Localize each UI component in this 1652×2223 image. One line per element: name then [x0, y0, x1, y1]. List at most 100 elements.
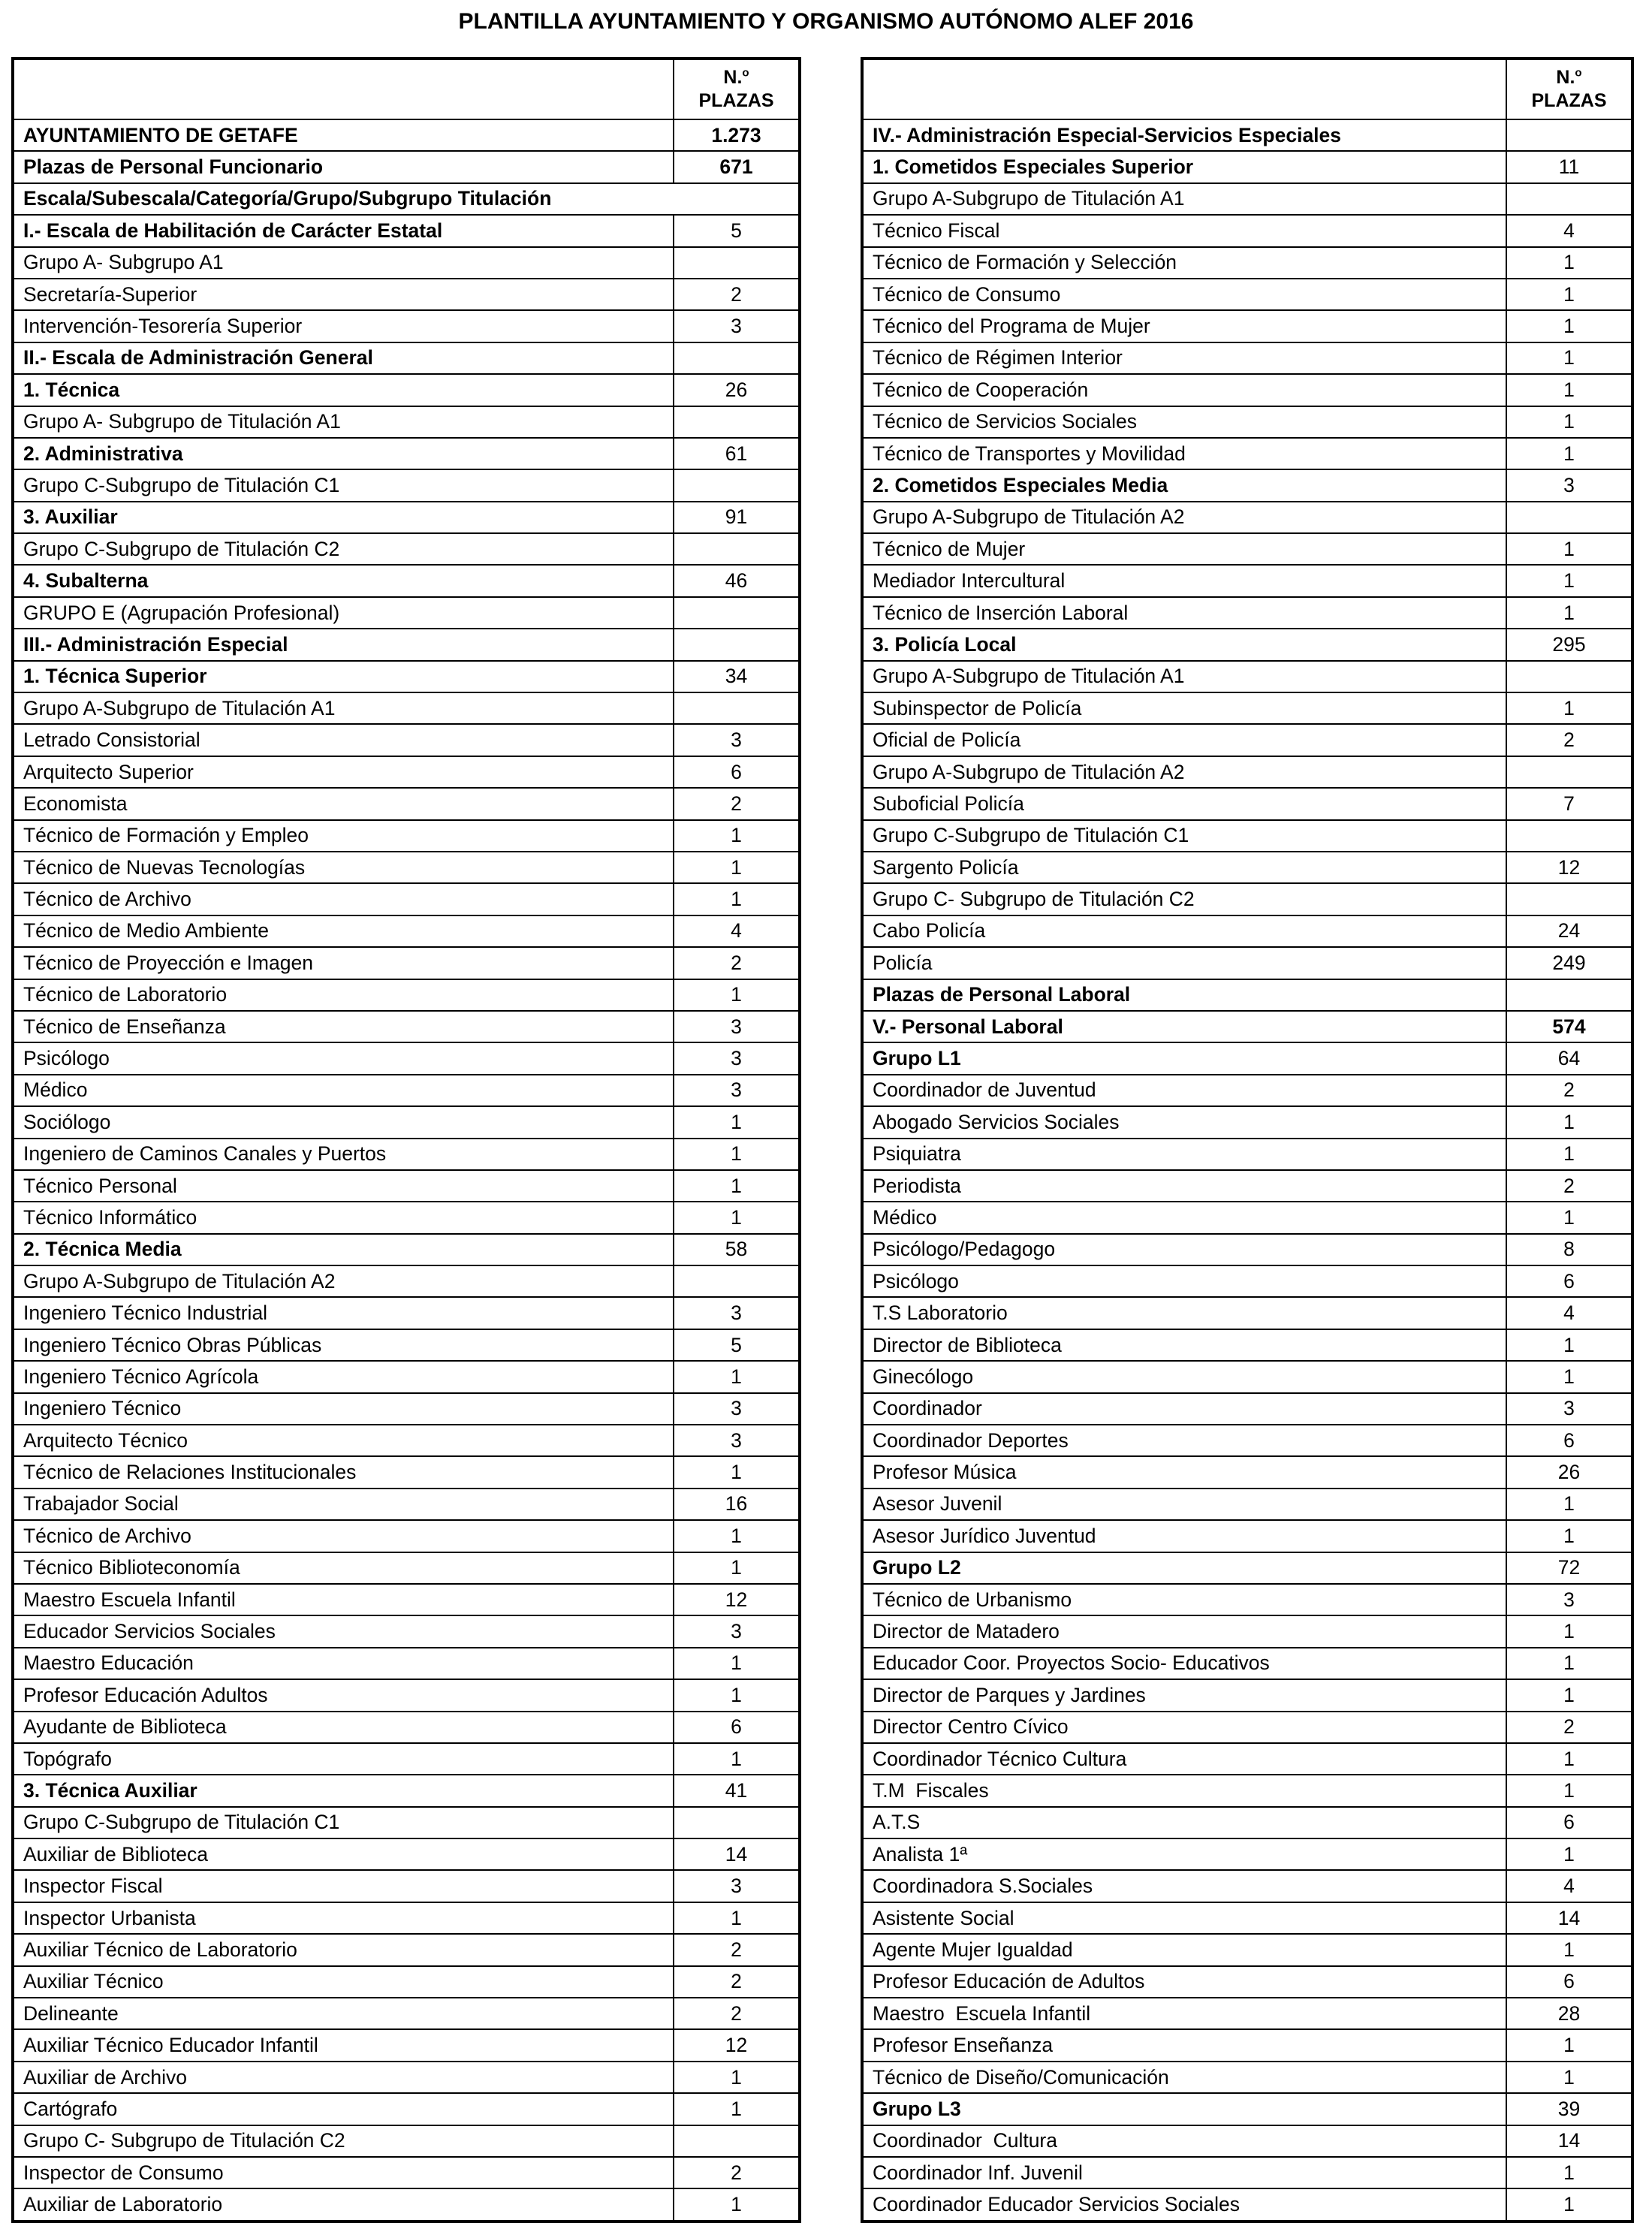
- table-row: IV.- Administración Especial-Servicios E…: [861, 118, 1633, 152]
- row-value: [673, 405, 800, 439]
- table-row: Técnico de Servicios Sociales 1: [861, 405, 1633, 439]
- row-value: 1: [1506, 1615, 1633, 1648]
- row-label: IV.- Administración Especial-Servicios E…: [861, 118, 1507, 152]
- table-row: AYUNTAMIENTO DE GETAFE 1.273: [12, 118, 800, 152]
- plazas-label: PLAZAS: [698, 90, 774, 111]
- table-row: Técnico de Proyección e Imagen 2: [12, 946, 800, 980]
- row-label: Asesor Juvenil: [861, 1487, 1507, 1522]
- row-value: [1506, 882, 1633, 916]
- table-row: Ingeniero de Caminos Canales y Puertos 1: [12, 1137, 800, 1171]
- row-label: Técnico del Programa de Mujer: [861, 309, 1507, 343]
- row-label: Médico: [861, 1201, 1507, 1235]
- row-label: Arquitecto Técnico: [12, 1424, 674, 1458]
- row-label: Director de Matadero: [861, 1615, 1507, 1648]
- row-value: 12: [673, 2028, 800, 2062]
- row-value: [673, 469, 800, 502]
- row-label: Técnico Biblioteconomía: [12, 1551, 674, 1585]
- row-label: Coordinador Inf. Juvenil: [861, 2155, 1507, 2190]
- row-label: Psicólogo: [12, 1042, 674, 1075]
- table-row: Sargento Policía 12: [861, 850, 1633, 885]
- row-value: 1: [1506, 436, 1633, 471]
- row-value: 7: [1506, 787, 1633, 821]
- table-row: Ingeniero Técnico 3: [12, 1392, 800, 1426]
- row-value: 2: [673, 1965, 800, 1999]
- header-plazas-cell: N.o PLAZAS: [673, 58, 800, 120]
- table-row: Sociólogo 1: [12, 1105, 800, 1139]
- row-value: [1506, 500, 1633, 535]
- row-label: Trabajador Social: [12, 1487, 674, 1522]
- row-label: Grupo A-Subgrupo de Titulación A1: [861, 182, 1507, 216]
- table-row: Asesor Jurídico Juventud 1: [861, 1519, 1633, 1553]
- row-label: Psicólogo: [861, 1265, 1507, 1299]
- row-value: 26: [1506, 1455, 1633, 1489]
- table-row: Coordinador Técnico Cultura 1: [861, 1742, 1633, 1776]
- row-label: Secretaría-Superior: [12, 277, 674, 312]
- plazas-ordinal-sup: o: [1575, 66, 1582, 80]
- table-row: Psicólogo 6: [861, 1265, 1633, 1299]
- row-value: 1: [1506, 1933, 1633, 1967]
- plazas-no-label: N.: [723, 66, 743, 88]
- row-value: 12: [1506, 850, 1633, 885]
- row-value: 1: [1506, 1487, 1633, 1522]
- row-value: 39: [1506, 2092, 1633, 2126]
- row-label: Economista: [12, 787, 674, 821]
- row-value: 3: [673, 1424, 800, 1458]
- row-label: Arquitecto Superior: [12, 755, 674, 789]
- row-value: [1506, 182, 1633, 216]
- row-value: 28: [1506, 1997, 1633, 2031]
- row-value: 1: [1506, 2028, 1633, 2062]
- table-row: Técnico de Enseñanza 3: [12, 1009, 800, 1044]
- row-value: 249: [1506, 946, 1633, 980]
- row-label: Analista 1ª: [861, 1838, 1507, 1872]
- row-label: Auxiliar Técnico de Laboratorio: [12, 1933, 674, 1967]
- row-value: 1: [673, 1742, 800, 1776]
- row-label: Técnico Informático: [12, 1201, 674, 1235]
- row-value: 1: [1506, 2060, 1633, 2095]
- row-value: 1: [1506, 1137, 1633, 1171]
- table-row: Periodista 2: [861, 1169, 1633, 1203]
- row-value: 1: [673, 1646, 800, 1681]
- table-row: Escala/Subescala/Categoría/Grupo/Subgrup…: [12, 182, 800, 216]
- row-value: 1: [673, 1169, 800, 1203]
- row-value: 1: [1506, 2155, 1633, 2190]
- row-label: Auxiliar de Archivo: [12, 2060, 674, 2095]
- table-row: Coordinador Cultura 14: [861, 2124, 1633, 2158]
- row-value: 1: [1506, 1519, 1633, 1553]
- row-value: 2: [1506, 1073, 1633, 1108]
- table-row: Coordinador Deportes 6: [861, 1424, 1633, 1458]
- row-value: 3: [673, 1392, 800, 1426]
- row-label: Sargento Policía: [861, 850, 1507, 885]
- row-value: 3: [1506, 1582, 1633, 1617]
- table-row: Técnico de Régimen Interior 1: [861, 341, 1633, 376]
- table-row: 4. Subalterna 46: [12, 564, 800, 598]
- table-row: Técnico de Laboratorio 1: [12, 978, 800, 1012]
- table-row: Grupo L2 72: [861, 1551, 1633, 1585]
- row-value: 14: [1506, 1901, 1633, 1935]
- row-value: 1: [1506, 1838, 1633, 1872]
- row-label: Oficial de Policía: [861, 723, 1507, 757]
- row-label: Auxiliar de Biblioteca: [12, 1838, 674, 1872]
- table-row: Coordinador Educador Servicios Sociales 1: [861, 2188, 1633, 2222]
- table-row: V.- Personal Laboral 574: [861, 1009, 1633, 1044]
- table-row: Director de Biblioteca 1: [861, 1328, 1633, 1362]
- row-value: 1: [673, 882, 800, 916]
- table-row: Grupo A- Subgrupo de Titulación A1: [12, 405, 800, 439]
- row-label: Técnico de Servicios Sociales: [861, 405, 1507, 439]
- row-label: Grupo L3: [861, 2092, 1507, 2126]
- table-row: Ginecólogo 1: [861, 1360, 1633, 1394]
- table-row: Plazas de Personal Funcionario 671: [12, 150, 800, 184]
- row-value: 6: [1506, 1424, 1633, 1458]
- row-label: Grupo C- Subgrupo de Titulación C2: [12, 2124, 674, 2158]
- row-value: 1: [673, 1455, 800, 1489]
- row-value: 1: [673, 1679, 800, 1712]
- row-label: GRUPO E (Agrupación Profesional): [12, 596, 674, 630]
- right-table-container: N.o PLAZAS IV.- Administración Especial-S…: [861, 57, 1634, 2223]
- row-label: Grupo A-Subgrupo de Titulación A2: [12, 1265, 674, 1299]
- row-value: 1: [1506, 1774, 1633, 1808]
- table-row: 2. Técnica Media 58: [12, 1232, 800, 1267]
- row-label: I.- Escala de Habilitación de Carácter E…: [12, 214, 674, 248]
- table-row: Maestro Escuela Infantil 28: [861, 1997, 1633, 2031]
- row-label: Abogado Servicios Sociales: [861, 1105, 1507, 1139]
- row-label: 3. Auxiliar: [12, 500, 674, 535]
- row-value: 2: [673, 2155, 800, 2190]
